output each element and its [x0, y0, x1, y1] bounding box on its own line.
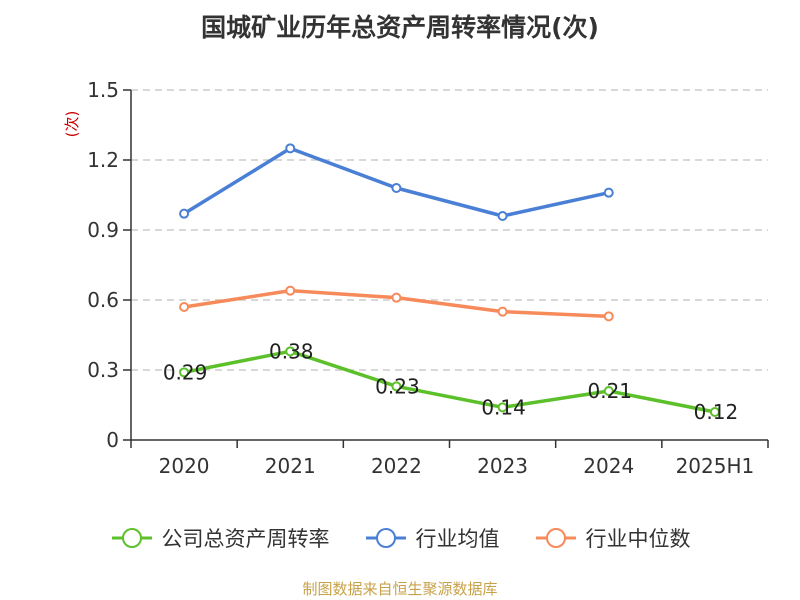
legend: 公司总资产周转率 行业均值 行业中位数 — [0, 520, 800, 556]
legend-line-marker-icon — [365, 528, 406, 548]
series-lines — [179, 143, 720, 417]
legend-label: 公司总资产周转率 — [161, 527, 330, 551]
data-point — [603, 311, 614, 322]
data-point — [179, 367, 190, 378]
data-point — [179, 302, 190, 312]
data-labels: 0.29 0.38 0.23 0.14 0.21 0.12 — [163, 339, 738, 424]
data-point — [603, 386, 614, 396]
y-axis-title: (次) — [63, 111, 81, 138]
x-tick-label: 2023 — [477, 454, 528, 478]
data-label: 0.12 — [694, 400, 739, 424]
x-tick-label: 2022 — [371, 454, 422, 478]
series-line-0 — [183, 349, 716, 414]
chart-title: 国城矿业历年总资产周转率情况(次) — [201, 13, 599, 42]
data-point — [709, 407, 720, 417]
legend-item-0[interactable]: 公司总资产周转率 — [110, 523, 330, 553]
x-tick-label: 2024 — [583, 454, 634, 478]
data-point — [285, 346, 296, 357]
data-point — [285, 143, 296, 154]
source-note: 制图数据来自恒生聚源数据库 — [302, 580, 498, 598]
data-point — [391, 183, 402, 193]
y-tick-label: 0 — [106, 428, 119, 452]
data-point — [391, 292, 402, 303]
legend-line-marker-icon — [535, 528, 576, 548]
data-point — [179, 208, 190, 219]
data-label: 0.29 — [163, 360, 208, 384]
data-point — [497, 306, 508, 317]
y-tick-label: 1.2 — [87, 148, 119, 172]
data-label: 0.23 — [375, 374, 420, 398]
line-chart: 0 0.3 0.6 0.9 1.2 1.5 2020 2021 2022 2023 2024 2025… — [63, 78, 769, 478]
x-tick-label: 2020 — [159, 454, 210, 478]
y-tick-label: 0.3 — [87, 358, 119, 382]
x-tick-label: 2025H1 — [676, 454, 755, 478]
data-point — [391, 381, 402, 392]
data-label: 0.21 — [587, 379, 632, 403]
y-tick-label: 1.5 — [87, 78, 119, 102]
y-tick-label: 0.9 — [87, 218, 119, 242]
y-tick-label: 0.6 — [87, 288, 119, 312]
series-line-1 — [183, 146, 610, 218]
x-tick-label: 2021 — [265, 454, 316, 478]
data-point — [497, 402, 508, 413]
data-point — [497, 211, 508, 221]
axes: 0 0.3 0.6 0.9 1.2 1.5 2020 2021 2022 2023 2024 2025… — [87, 78, 769, 478]
data-label: 0.38 — [269, 339, 314, 363]
data-point — [285, 285, 296, 296]
legend-label: 行业均值 — [415, 527, 500, 551]
legend-item-1[interactable]: 行业均值 — [364, 523, 500, 553]
data-label: 0.14 — [481, 395, 526, 419]
legend-line-marker-icon — [111, 528, 152, 548]
data-point — [603, 187, 614, 198]
legend-label: 行业中位数 — [585, 527, 691, 551]
grid-lines — [131, 89, 768, 371]
legend-item-2[interactable]: 行业中位数 — [534, 523, 691, 553]
